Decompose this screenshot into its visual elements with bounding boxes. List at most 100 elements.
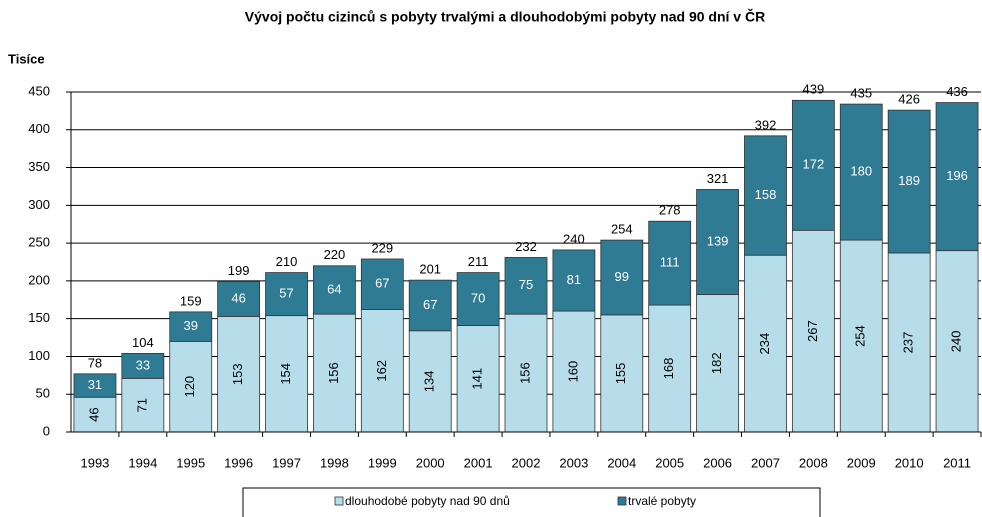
x-tick-label: 2001 <box>464 455 493 470</box>
bar-segment <box>73 396 117 433</box>
data-label: 267 <box>805 320 820 342</box>
total-label: 229 <box>371 240 393 255</box>
legend-swatch <box>617 496 627 506</box>
data-label: 81 <box>567 272 581 287</box>
x-tick-label: 2002 <box>512 455 541 470</box>
data-label: 111 <box>660 255 680 270</box>
data-label: 168 <box>661 358 676 380</box>
total-label: 201 <box>419 262 441 277</box>
bar-segment <box>313 313 356 433</box>
data-label: 160 <box>565 361 580 383</box>
bar-segment <box>169 340 213 433</box>
total-label: 439 <box>803 82 825 97</box>
total-label: 104 <box>132 335 154 350</box>
y-tick-label: 250 <box>28 235 50 250</box>
data-label: 196 <box>946 168 968 183</box>
data-label: 139 <box>707 233 729 248</box>
total-label: 321 <box>707 171 729 186</box>
data-label: 172 <box>803 157 825 172</box>
total-label: 254 <box>611 222 633 237</box>
x-tick-label: 2008 <box>799 455 828 470</box>
total-label: 426 <box>898 92 920 107</box>
x-tick-label: 2000 <box>416 455 445 470</box>
x-tick-label: 2010 <box>895 455 924 470</box>
data-label: 33 <box>136 357 150 372</box>
y-tick-label: 450 <box>28 83 50 98</box>
y-tick-label: 150 <box>28 310 50 325</box>
data-label: 67 <box>423 297 437 312</box>
bar-segment <box>648 304 692 433</box>
legend-label: trvalé pobyty <box>628 494 696 508</box>
data-label: 154 <box>278 363 293 385</box>
data-label: 39 <box>184 318 198 333</box>
bar-segment <box>935 250 979 433</box>
bar-segment <box>887 252 931 433</box>
data-label: 71 <box>134 398 149 412</box>
data-label: 189 <box>898 173 920 188</box>
bar-segment <box>408 279 452 332</box>
legend-box <box>242 487 821 517</box>
bar-segment <box>696 189 739 295</box>
data-label: 180 <box>850 164 872 179</box>
total-label: 211 <box>468 254 489 269</box>
data-label: 254 <box>853 325 868 347</box>
x-tick-label: 2004 <box>607 455 636 470</box>
data-label: 46 <box>231 290 245 305</box>
y-tick-label: 100 <box>28 348 50 363</box>
bar-segment <box>504 257 548 315</box>
bar-segment <box>791 229 835 433</box>
total-label: 232 <box>515 239 537 254</box>
data-label: 158 <box>755 187 777 202</box>
total-label: 199 <box>228 263 250 278</box>
y-tick-label: 400 <box>28 121 50 136</box>
bar-segment <box>887 109 931 254</box>
bar-segment <box>456 272 500 326</box>
bar-segment <box>121 353 165 379</box>
y-tick-label: 0 <box>43 423 50 438</box>
x-tick-label: 2006 <box>703 455 732 470</box>
total-label: 159 <box>180 293 202 308</box>
bar-segment <box>744 254 787 433</box>
total-label: 210 <box>276 254 298 269</box>
bar-segment <box>839 103 883 241</box>
chart-title: Vývoj počtu cizinců s pobyty trvalými a … <box>245 8 765 25</box>
x-tick-label: 2011 <box>943 455 971 470</box>
data-label: 162 <box>374 360 389 382</box>
bar-segment <box>265 315 308 433</box>
data-label: 64 <box>327 281 341 296</box>
total-label: 78 <box>88 355 102 370</box>
bar-segment <box>217 281 261 317</box>
data-label: 234 <box>757 333 772 355</box>
y-tick-label: 350 <box>28 159 50 174</box>
data-label: 237 <box>901 332 916 354</box>
y-tick-label: 50 <box>36 386 50 401</box>
data-label: 141 <box>470 368 485 390</box>
x-tick-label: 2009 <box>847 455 876 470</box>
bar-segment <box>313 265 356 315</box>
total-label: 435 <box>850 86 872 101</box>
data-label: 153 <box>230 363 245 385</box>
legend-swatch <box>334 496 344 506</box>
x-tick-label: 1993 <box>80 455 109 470</box>
data-label: 70 <box>471 290 485 305</box>
bar-segment <box>744 135 787 256</box>
x-tick-label: 1994 <box>128 455 157 470</box>
x-tick-label: 1997 <box>272 455 301 470</box>
total-label: 392 <box>755 117 777 132</box>
data-label: 240 <box>948 330 963 352</box>
bar-segment <box>552 310 596 433</box>
data-label: 46 <box>86 407 101 421</box>
x-tick-label: 2003 <box>559 455 588 470</box>
data-label: 75 <box>519 277 533 292</box>
total-label: 220 <box>324 247 346 262</box>
bar-segment <box>552 249 596 312</box>
data-label: 156 <box>326 362 341 384</box>
data-label: 67 <box>375 276 389 291</box>
x-tick-label: 1998 <box>320 455 349 470</box>
bar-segment <box>265 272 308 317</box>
total-label: 436 <box>946 84 968 99</box>
bar-segment <box>935 102 979 252</box>
x-tick-label: 1996 <box>224 455 253 470</box>
